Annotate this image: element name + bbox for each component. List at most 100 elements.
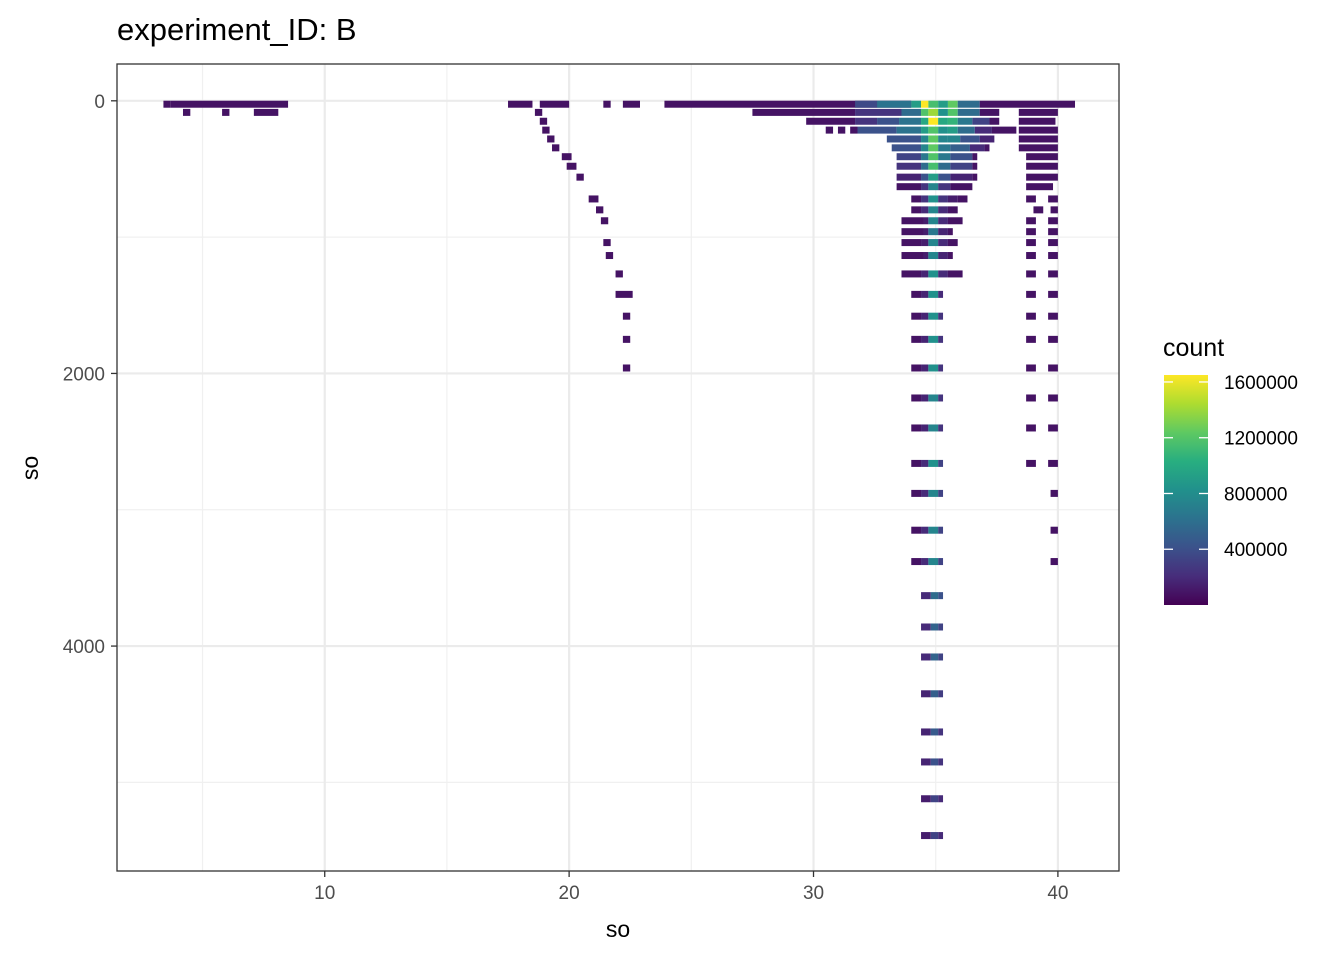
- heatmap-cell: [837, 126, 846, 134]
- heatmap-cell: [901, 217, 924, 225]
- heatmap-cell: [923, 252, 929, 260]
- heatmap-cell: [561, 153, 572, 161]
- heatmap-cell: [855, 100, 878, 108]
- x-tick-label: 10: [314, 883, 335, 904]
- heatmap-cell: [921, 312, 929, 320]
- heatmap-cell: [163, 100, 171, 108]
- heatmap-cell: [911, 100, 922, 108]
- heatmap-cell: [950, 153, 973, 161]
- heatmap-cell: [938, 290, 944, 298]
- heatmap-cell: [600, 217, 609, 225]
- heatmap-cell: [1026, 335, 1036, 343]
- heatmap-cell: [930, 758, 939, 766]
- heatmap-cell: [547, 135, 555, 143]
- heatmap-cell: [938, 623, 944, 631]
- heatmap-cell: [921, 526, 929, 534]
- heatmap-cell: [921, 126, 929, 134]
- heatmap-cell: [1026, 153, 1058, 161]
- heatmap-cell: [928, 228, 939, 236]
- heatmap-cell: [901, 108, 922, 116]
- heatmap-cell: [921, 100, 929, 108]
- heatmap-cell: [1026, 239, 1036, 247]
- heatmap-cell: [1048, 270, 1058, 278]
- y-axis: 0 2000 4000: [63, 92, 117, 658]
- heatmap-cell: [253, 108, 279, 116]
- heatmap-cell: [921, 270, 929, 278]
- heatmap-cell: [921, 153, 929, 161]
- heatmap-cell: [938, 239, 948, 247]
- heatmap-cell: [938, 195, 948, 203]
- heatmap-cell: [911, 394, 922, 402]
- heatmap-cell: [938, 252, 948, 260]
- heatmap-cell: [901, 270, 922, 278]
- heatmap-cell: [928, 335, 939, 343]
- heatmap-cell: [950, 162, 973, 170]
- heatmap-cell: [938, 394, 944, 402]
- heatmap-cell: [938, 183, 951, 191]
- heatmap-cell: [542, 126, 550, 134]
- heatmap-cell: [921, 108, 929, 116]
- chart-title: experiment_ID: B: [117, 12, 357, 47]
- heatmap-cell: [1048, 290, 1058, 298]
- heatmap-cell: [1026, 364, 1036, 372]
- legend-label: 1200000: [1224, 429, 1298, 450]
- heatmap-cell: [1026, 228, 1036, 236]
- heatmap-cell: [928, 312, 939, 320]
- heatmap-cell: [921, 558, 929, 566]
- heatmap-cell: [950, 144, 970, 152]
- heatmap-cell: [938, 795, 944, 803]
- heatmap-cell: [921, 795, 931, 803]
- heatmap-cell: [921, 206, 929, 214]
- heatmap-cell: [1050, 526, 1058, 534]
- heatmap-cell: [850, 126, 858, 134]
- heatmap-cell: [938, 728, 944, 736]
- heatmap-cell: [957, 195, 968, 203]
- heatmap-cell: [1026, 173, 1058, 181]
- legend-colorbar: [1164, 375, 1208, 605]
- heatmap-cell: [1048, 364, 1058, 372]
- heatmap-cell: [923, 217, 929, 225]
- heatmap-cell: [938, 153, 951, 161]
- heatmap-cell: [930, 728, 939, 736]
- heatmap-cell: [938, 312, 944, 320]
- heatmap-cell: [938, 364, 944, 372]
- heatmap-cell: [896, 173, 922, 181]
- heatmap-cell: [752, 108, 856, 116]
- legend-label: 400000: [1224, 540, 1287, 561]
- legend: count 400000 800000 1200000 1600000: [1163, 334, 1298, 605]
- heatmap-cell: [938, 173, 951, 181]
- heatmap-cell: [969, 144, 985, 152]
- heatmap-cell: [896, 162, 922, 170]
- heatmap-cell: [938, 690, 944, 698]
- heatmap-cell: [928, 144, 939, 152]
- heatmap-cell: [911, 335, 922, 343]
- legend-title: count: [1163, 334, 1224, 362]
- heatmap-cell: [972, 117, 990, 125]
- heatmap-cell: [957, 100, 980, 108]
- plot-border: [116, 63, 1120, 872]
- heatmap-cell: [911, 459, 922, 467]
- heatmap-cell: [947, 270, 963, 278]
- heatmap-cell: [921, 335, 929, 343]
- heatmap-cell: [921, 424, 929, 432]
- heatmap-cell: [1048, 239, 1058, 247]
- heatmap-cell: [960, 135, 980, 143]
- heatmap-cell: [921, 459, 929, 467]
- heatmap-cell: [938, 162, 951, 170]
- heatmap-cell: [972, 162, 978, 170]
- heatmap-cell: [539, 100, 570, 108]
- heatmap-cell: [947, 217, 963, 225]
- heatmap-cell: [928, 195, 939, 203]
- heatmap-cell: [911, 364, 922, 372]
- heatmap-cell: [930, 653, 939, 661]
- heatmap-cell: [930, 795, 939, 803]
- heatmap-cell: [972, 173, 978, 181]
- heatmap-cell: [938, 217, 948, 225]
- heatmap-cell: [1048, 217, 1058, 225]
- heatmap-cell: [938, 558, 944, 566]
- x-tick-label: 30: [803, 883, 824, 904]
- heatmap-cell: [921, 690, 931, 698]
- heatmap-cell: [1048, 335, 1058, 343]
- heatmap-cell: [552, 144, 560, 152]
